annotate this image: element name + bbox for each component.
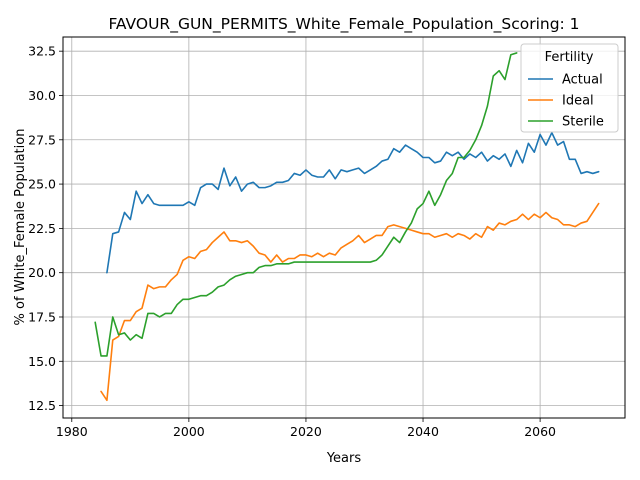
y-tick-label: 15.0 — [28, 354, 56, 369]
x-tick-label: 2020 — [290, 424, 322, 439]
x-tick-label: 2060 — [524, 424, 556, 439]
grid — [63, 37, 625, 418]
y-tick-label: 27.5 — [28, 132, 56, 147]
legend-label-sterile: Sterile — [562, 115, 604, 130]
x-tick-label: 2040 — [407, 424, 439, 439]
series-line-ideal — [100, 202, 600, 402]
y-axis-label: % of White_Female Population — [13, 129, 28, 326]
legend-title: Fertility — [545, 50, 594, 65]
legend-label-actual: Actual — [562, 73, 603, 88]
x-axis-label: Years — [326, 451, 362, 466]
legend-label-ideal: Ideal — [562, 94, 594, 109]
y-tick-label: 22.5 — [28, 221, 56, 236]
series-lines — [94, 52, 600, 402]
chart-title: FAVOUR_GUN_PERMITS_White_Female_Populati… — [108, 15, 579, 34]
series-line-sterile — [94, 52, 518, 357]
plot-frame — [62, 36, 626, 419]
axis-ticks: 1980 2000 2020 2040 2060 12.5 15.0 17.5 20.0 22.5… — [28, 44, 556, 439]
y-tick-label: 32.5 — [28, 44, 56, 59]
legend-box — [520, 43, 619, 133]
y-tick-label: 25.0 — [28, 177, 56, 192]
y-tick-label: 12.5 — [28, 398, 56, 413]
x-tick-label: 2000 — [173, 424, 205, 439]
x-tick-label: 1980 — [56, 424, 88, 439]
y-tick-label: 17.5 — [28, 309, 56, 324]
y-tick-label: 20.0 — [28, 265, 56, 280]
legend: Fertility Actual Ideal Sterile — [520, 43, 619, 133]
y-tick-label: 30.0 — [28, 88, 56, 103]
legend-items: Actual Ideal Sterile — [528, 73, 604, 130]
series-line-actual — [106, 131, 600, 274]
